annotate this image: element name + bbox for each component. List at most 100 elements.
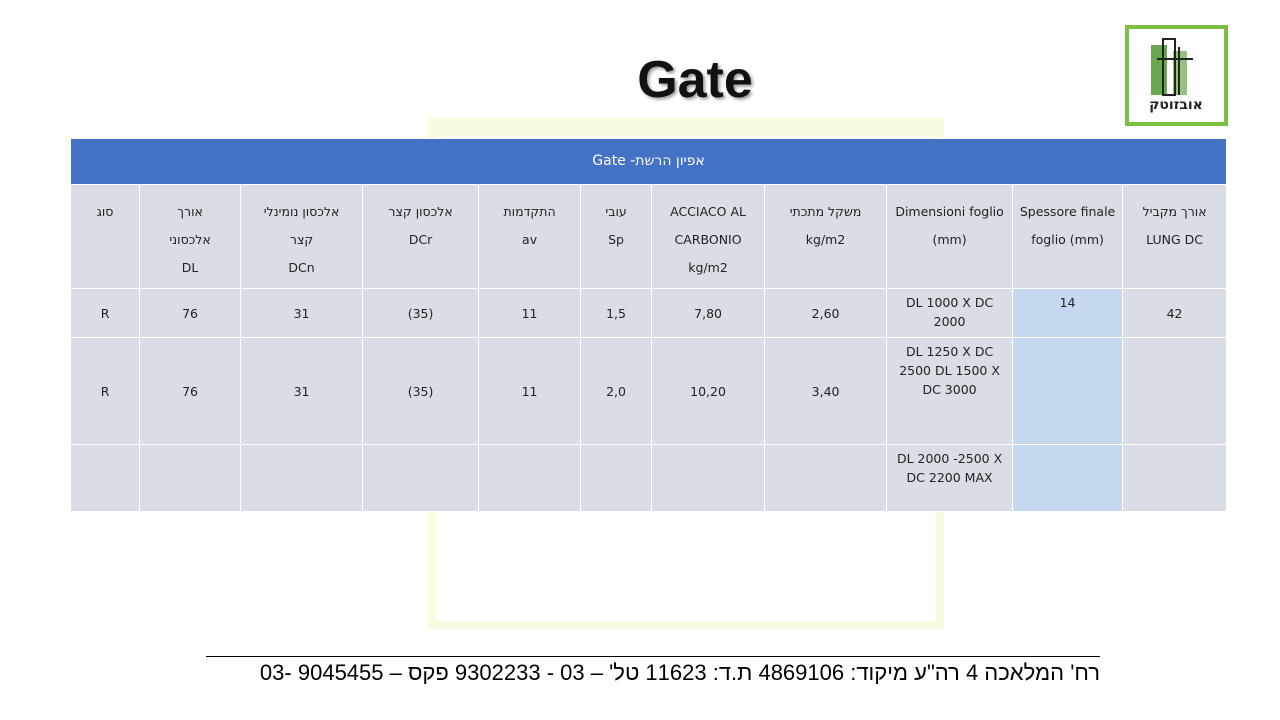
cell-text: (35): [407, 383, 434, 399]
table-cell: 14: [1012, 288, 1124, 338]
table-cell: [580, 444, 653, 512]
table-cell: R: [69, 288, 141, 338]
header-line: kg/m2: [688, 260, 728, 275]
table-cell: 2,0: [580, 337, 653, 445]
table-cell: 76: [139, 288, 242, 338]
table-row: 42 14 DL 1000 X DC 2000 2,60 7,80 1,5 11 (35) 31…: [69, 288, 1228, 338]
header-line: foglio (mm): [1031, 232, 1104, 247]
header-line: משקל מתכתי: [789, 204, 862, 219]
cell-text: R: [100, 305, 110, 321]
cell-text: 11: [521, 383, 538, 399]
header-line: ACCIACO AL: [670, 204, 746, 219]
table-cell: [764, 444, 888, 512]
header-cell: אורך אלכסוני DL: [139, 184, 242, 289]
table-row: DL 2000 -2500 X DC 2200 MAX: [69, 444, 1228, 512]
header-cell: משקל מתכתי kg/m2: [764, 184, 888, 289]
cell-text: 31: [293, 383, 310, 399]
table-cell: 7,80: [651, 288, 766, 338]
table-cell: [1122, 337, 1228, 445]
table-cell: 10,20: [651, 337, 766, 445]
table-cell: [362, 444, 480, 512]
cell-text: DL 1250 X DC 2500 DL 1500 X DC 3000: [899, 344, 1000, 397]
cell-text: 42: [1166, 305, 1183, 321]
header-line: אלכסון קצר: [388, 204, 453, 219]
table-row: DL 1250 X DC 2500 DL 1500 X DC 3000 3,40 1…: [69, 337, 1228, 445]
table-cell: 42: [1122, 288, 1228, 338]
table-cell: (35): [362, 288, 480, 338]
header-cell: התקדמות av: [478, 184, 582, 289]
header-line: kg/m2: [805, 232, 846, 247]
table-cell: R: [69, 337, 141, 445]
table-cell: [651, 444, 766, 512]
title: Gate: [637, 51, 753, 109]
header-line: אלכסוני: [169, 232, 211, 247]
cell-text: 31: [293, 305, 310, 321]
header-cell: Spessore finale foglio (mm): [1012, 184, 1124, 289]
table-cell: [1122, 444, 1228, 512]
cell-text: 2,60: [811, 305, 840, 321]
table-caption: אפיון הרשת- Gate: [69, 138, 1228, 185]
header-cell: אלכסון קצר DCr: [362, 184, 480, 289]
logo: אובזוטק: [1125, 25, 1228, 126]
table-cell: 2,60: [764, 288, 888, 338]
logo-text: אובזוטק: [1149, 97, 1203, 113]
header-cell: Dimensioni foglio (mm): [886, 184, 1014, 289]
header-cell: אורך מקביל LUNG DC: [1122, 184, 1228, 289]
cell-text: R: [100, 383, 110, 399]
header-row: אורך מקביל LUNG DC Spessore finale foglio (…: [69, 184, 1228, 289]
cell-text: DL 2000 -2500 X DC 2200 MAX: [896, 451, 1003, 485]
table-cell: [478, 444, 582, 512]
header-line: אורך: [177, 204, 203, 219]
table-cell: (35): [362, 337, 480, 445]
cell-text: 76: [182, 305, 199, 321]
header-line: התקדמות: [503, 204, 556, 219]
header-line: (mm): [932, 232, 967, 247]
cell-text: 76: [182, 383, 199, 399]
table-cell: 76: [139, 337, 242, 445]
table-cell: [1012, 337, 1124, 445]
header-cell: אלכסון נומינלי קצר DCn: [240, 184, 364, 289]
header-line: LUNG DC: [1146, 232, 1203, 247]
header-line: Spessore finale: [1019, 204, 1116, 219]
table-cell: [69, 444, 141, 512]
header-cell: ACCIACO AL CARBONIO kg/m2: [651, 184, 766, 289]
cell-text: 7,80: [694, 305, 722, 321]
cell-text: (35): [407, 305, 434, 321]
header-line: סוג: [96, 204, 114, 219]
footer: רח' המלאכה 4 רה"ע מיקוד: 4869106 ת.ד: 11…: [259, 660, 1100, 685]
footer-rule: [206, 656, 1100, 657]
cell-text: 11: [521, 305, 538, 321]
header-line: CARBONIO: [674, 232, 742, 247]
table-cell: 11: [478, 337, 582, 445]
table-cell: 11: [478, 288, 582, 338]
cell-text: DL 1000 X DC 2000: [905, 295, 994, 329]
header-line: אלכסון נומינלי: [263, 204, 340, 219]
header-cell: סוג: [69, 184, 141, 289]
header-line: אורך מקביל: [1142, 204, 1207, 219]
header-line: av: [522, 232, 538, 247]
header-line: Sp: [608, 232, 624, 247]
header-cell: עובי Sp: [580, 184, 653, 289]
caption-row: אפיון הרשת- Gate: [69, 138, 1228, 185]
table-cell: DL 1000 X DC 2000: [886, 288, 1014, 338]
table-cell: 1,5: [580, 288, 653, 338]
spec-table: אפיון הרשת- Gate אורך מקביל LUNG DC Spessor…: [69, 138, 1228, 512]
cell-text: 2,0: [606, 383, 626, 399]
table-cell: 31: [240, 288, 364, 338]
caption-text: אפיון הרשת- Gate: [592, 153, 705, 169]
cell-text: 1,5: [606, 305, 626, 321]
table-cell: [1012, 444, 1124, 512]
table-cell: [139, 444, 242, 512]
header-line: Dimensioni foglio: [895, 204, 1004, 219]
table-cell: DL 1250 X DC 2500 DL 1500 X DC 3000: [886, 337, 1014, 445]
table-cell: DL 2000 -2500 X DC 2200 MAX: [886, 444, 1014, 512]
header-line: עובי: [605, 204, 627, 219]
cell-text: 10,20: [690, 383, 726, 399]
logo-graphic: אובזוטק: [1149, 38, 1203, 113]
cell-text: 14: [1059, 295, 1076, 310]
header-line: DCn: [288, 260, 315, 275]
header-line: DL: [181, 260, 199, 275]
table-cell: [240, 444, 364, 512]
cell-text: 3,40: [811, 383, 840, 399]
